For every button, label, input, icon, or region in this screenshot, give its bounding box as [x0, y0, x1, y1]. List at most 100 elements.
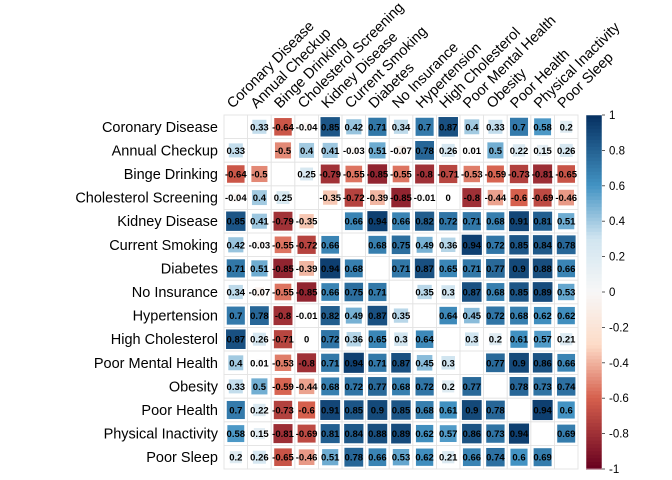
cell-value: 0.66: [321, 240, 340, 251]
cell-square: [226, 306, 245, 325]
colorbar-step: [586, 327, 602, 332]
cell-square: [464, 307, 480, 324]
cell-value: 0.26: [250, 453, 269, 464]
cell-square: [441, 355, 456, 370]
cell-square: [274, 354, 292, 371]
cell-value: 0.2: [442, 382, 455, 393]
colorbar-step: [586, 458, 602, 463]
cell-square: [558, 283, 575, 301]
cell-square: [533, 306, 552, 325]
cell-square: [344, 188, 363, 207]
cell-value: -0.59: [272, 382, 294, 393]
colorbar-step: [586, 359, 602, 364]
cell-square: [273, 424, 293, 444]
colorbar-step: [586, 447, 602, 452]
colorbar-step: [586, 270, 602, 275]
cell-square: [556, 235, 576, 255]
cell-value: 0.34: [392, 122, 411, 133]
cell-square: [558, 189, 575, 206]
cell-square: [297, 235, 316, 254]
colorbar-step: [586, 465, 602, 470]
cell-value: -0.04: [225, 193, 247, 204]
colorbar-step: [586, 146, 602, 151]
cell-value: 0.2: [229, 453, 242, 464]
cell-square: [558, 213, 575, 230]
cell-value: 0.26: [439, 146, 458, 157]
cell-value: -0.44: [485, 193, 507, 204]
cell-square: [416, 236, 433, 253]
cell-square: [417, 284, 432, 300]
cell-value: 0.66: [463, 453, 482, 464]
cell-value: 0.25: [297, 170, 316, 181]
colorbar-step: [586, 306, 602, 311]
cell-square: [557, 306, 575, 325]
cell-square: [370, 190, 385, 205]
cell-value: 0.26: [557, 146, 576, 157]
row-label: Kidney Disease: [117, 214, 218, 230]
cell-value: 0.91: [510, 217, 529, 228]
cell-square: [510, 306, 528, 325]
cell-square: [441, 143, 455, 157]
cell-square: [321, 353, 340, 372]
colorbar-step: [586, 313, 602, 318]
cell-value: 0.6: [560, 406, 573, 417]
cell-square: [534, 118, 552, 136]
cell-value: 0.68: [368, 240, 387, 251]
cell-square: [226, 400, 245, 420]
cell-square: [227, 165, 245, 183]
cell-value: 0.62: [533, 311, 552, 322]
cell-value: 0.72: [321, 335, 340, 346]
cell-square: [464, 332, 479, 347]
colorbar-step: [586, 242, 602, 247]
cell-square: [304, 336, 310, 342]
colorbar-step: [586, 122, 602, 127]
cell-value: 0.71: [368, 358, 387, 369]
cell-value: 0.9: [465, 406, 478, 417]
colorbar-step: [586, 249, 602, 254]
cell-value: 0.84: [345, 429, 364, 440]
cell-value: 0.33: [227, 382, 246, 393]
cell-square: [532, 282, 553, 302]
cell-value: -0.04: [296, 122, 318, 133]
cell-value: 0.87: [227, 335, 246, 346]
cell-value: 0.69: [557, 429, 576, 440]
cell-value: -0.07: [249, 288, 271, 299]
colorbar-tick-label: -0.2: [609, 322, 629, 334]
cell-value: 0.34: [227, 288, 246, 299]
cell-value: 0.87: [392, 358, 411, 369]
cell-value: 0: [304, 335, 309, 346]
cell-value: 0.42: [345, 122, 364, 133]
cell-value: -0.55: [343, 170, 365, 181]
cell-value: 0.3: [442, 288, 455, 299]
cell-value: -0.46: [555, 193, 577, 204]
cell-square: [509, 164, 529, 184]
colorbar-step: [586, 412, 602, 417]
colorbar-step: [586, 408, 602, 413]
cell-value: 0.62: [415, 453, 434, 464]
cell-square: [274, 142, 292, 159]
cell-square: [300, 167, 314, 181]
cell-square: [486, 165, 504, 183]
cell-value: -0.44: [296, 382, 318, 393]
row-label: Poor Health: [141, 403, 218, 419]
cell-square: [440, 237, 456, 253]
cell-square: [298, 449, 315, 466]
colorbar-step: [586, 217, 602, 222]
cell-square: [442, 380, 455, 393]
cell-square: [345, 307, 362, 324]
cell-value: 0.45: [415, 358, 434, 369]
cell-value: 0.72: [486, 311, 505, 322]
cell-value: 0.69: [533, 453, 552, 464]
cell-value: 0.25: [274, 193, 293, 204]
cell-square: [486, 212, 505, 231]
cell-square: [226, 259, 245, 278]
colorbar-step: [586, 461, 602, 467]
cell-square: [296, 282, 317, 302]
colorbar-step: [586, 362, 602, 367]
colorbar-tick-label: -0.4: [609, 358, 629, 370]
cell-value: 0.5: [253, 382, 267, 393]
cell-square: [367, 305, 388, 326]
cell-value: 0.7: [229, 311, 242, 322]
cell-square: [509, 211, 529, 232]
colorbar-step: [586, 384, 602, 389]
